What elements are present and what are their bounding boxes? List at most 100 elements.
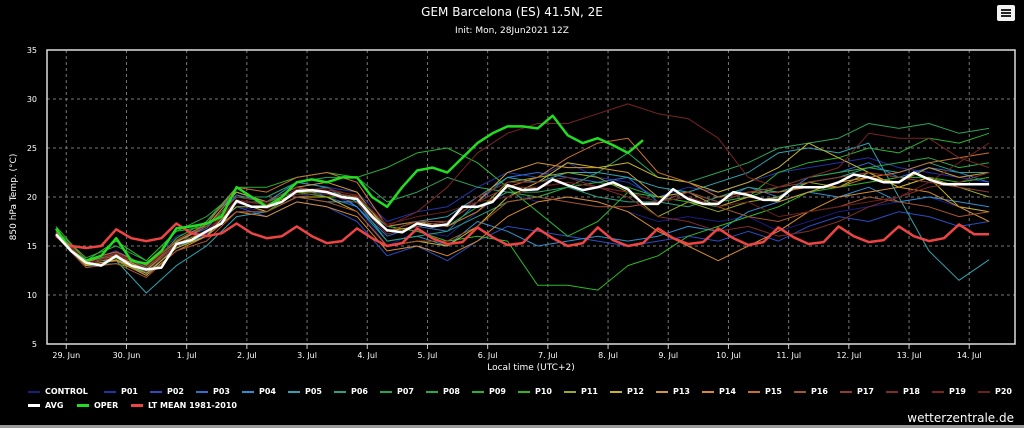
- legend-label: P14: [719, 387, 736, 396]
- legend-swatch: [656, 390, 668, 393]
- legend-item-p07[interactable]: P07: [380, 387, 414, 396]
- legend-item-oper[interactable]: OPER: [77, 401, 118, 410]
- series-line-lt-mean: [55, 222, 990, 250]
- legend-item-avg[interactable]: AVG: [28, 401, 63, 410]
- y-tick-label: 35: [27, 46, 37, 55]
- x-tick-label: 2. Jul: [237, 351, 257, 360]
- series-lines: [54, 103, 990, 294]
- legend-label: P15: [765, 387, 782, 396]
- legend-swatch: [77, 404, 89, 407]
- legend-label: P07: [397, 387, 414, 396]
- y-tick-label: 10: [27, 291, 37, 300]
- legend-label: P08: [443, 387, 460, 396]
- legend-item-p16[interactable]: P16: [794, 387, 828, 396]
- legend-item-p13[interactable]: P13: [656, 387, 690, 396]
- legend-item-lt-mean[interactable]: LT MEAN 1981-2010: [131, 401, 237, 410]
- legend-label: P06: [351, 387, 368, 396]
- legend-item-p15[interactable]: P15: [748, 387, 782, 396]
- legend-label: P10: [535, 387, 552, 396]
- bottom-bar: [0, 425, 1024, 428]
- legend-label: P04: [259, 387, 276, 396]
- legend-item-p14[interactable]: P14: [702, 387, 736, 396]
- legend-label: LT MEAN 1981-2010: [148, 401, 237, 410]
- legend-swatch: [131, 404, 143, 407]
- legend-label: P18: [903, 387, 920, 396]
- legend-swatch: [334, 390, 346, 393]
- legend-item-p08[interactable]: P08: [426, 387, 460, 396]
- legend-item-p04[interactable]: P04: [242, 387, 276, 396]
- legend-swatch: [886, 390, 898, 393]
- ensemble-chart: 5 10 15 20 25 30 35 29. Jun 30. Jun 1. Jul 2. Jul 3…: [9, 46, 1016, 373]
- legend-swatch: [564, 390, 576, 393]
- legend-item-p01[interactable]: P01: [104, 387, 138, 396]
- legend-swatch: [518, 390, 530, 393]
- series-line-p20: [55, 142, 990, 268]
- legend-item-p02[interactable]: P02: [150, 387, 184, 396]
- legend-item-p06[interactable]: P06: [334, 387, 368, 396]
- x-tick-label: 1. Jul: [177, 351, 197, 360]
- hamburger-menu-icon[interactable]: [997, 5, 1015, 21]
- legend-swatch: [104, 390, 116, 393]
- legend-item-p03[interactable]: P03: [196, 387, 230, 396]
- series-line-control: [55, 191, 990, 271]
- legend-swatch: [28, 404, 40, 407]
- x-tick-label: 5. Jul: [418, 351, 438, 360]
- legend-item-p09[interactable]: P09: [472, 387, 506, 396]
- legend-item-p12[interactable]: P12: [610, 387, 644, 396]
- legend-item-p17[interactable]: P17: [840, 387, 874, 396]
- legend-swatch: [150, 390, 162, 393]
- legend-swatch: [196, 390, 208, 393]
- x-tick-label: 10. Jul: [716, 351, 741, 360]
- legend-item-control[interactable]: CONTROL: [28, 387, 88, 396]
- legend-swatch: [794, 390, 806, 393]
- chart-subtitle: Init: Mon, 28Jun2021 12Z: [455, 26, 569, 36]
- legend-label: P12: [627, 387, 644, 396]
- legend-label: P01: [121, 387, 138, 396]
- x-tick-label: 8. Jul: [598, 351, 618, 360]
- legend-swatch: [610, 390, 622, 393]
- legend-swatch: [932, 390, 944, 393]
- chart-title: GEM Barcelona (ES) 41.5N, 2E: [421, 5, 603, 19]
- x-tick-label: 12. Jul: [836, 351, 861, 360]
- legend-label: P13: [673, 387, 690, 396]
- x-tick-label: 7. Jul: [538, 351, 558, 360]
- legend-label: P02: [167, 387, 184, 396]
- series-line-oper: [54, 114, 644, 265]
- legend-swatch: [840, 390, 852, 393]
- legend-swatch: [978, 390, 990, 393]
- y-tick-label: 20: [27, 193, 37, 202]
- legend-label: P16: [811, 387, 828, 396]
- legend-swatch: [28, 390, 40, 393]
- legend-label: OPER: [94, 401, 119, 410]
- x-tick-label: 30. Jun: [113, 351, 141, 360]
- legend-label: P09: [489, 387, 506, 396]
- legend-swatch: [426, 390, 438, 393]
- legend-item-p18[interactable]: P18: [886, 387, 920, 396]
- legend-swatch: [702, 390, 714, 393]
- legend-swatch: [748, 390, 760, 393]
- axes: 5 10 15 20 25 30 35 29. Jun 30. Jun 1. Jul 2. Jul 3…: [27, 46, 1016, 360]
- legend-swatch: [242, 390, 254, 393]
- legend-item-p11[interactable]: P11: [564, 387, 598, 396]
- legend-label: P05: [305, 387, 322, 396]
- x-tick-label: 3. Jul: [297, 351, 317, 360]
- legend-label: CONTROL: [45, 387, 88, 396]
- legend-item-p20[interactable]: P20: [978, 387, 1012, 396]
- legend-item-p05[interactable]: P05: [288, 387, 322, 396]
- legend-label: P17: [857, 387, 874, 396]
- watermark: wetterzentrale.de: [907, 411, 1014, 425]
- legend-item-p19[interactable]: P19: [932, 387, 966, 396]
- legend: CONTROL P01 P02 P03 P04 P05 P06 P07 P08 P09 P10 P11…: [0, 385, 1024, 415]
- x-tick-label: 14. Jul: [957, 351, 982, 360]
- y-tick-label: 25: [27, 144, 37, 153]
- legend-item-p10[interactable]: P10: [518, 387, 552, 396]
- x-tick-label: 29. Jun: [52, 351, 80, 360]
- legend-label: P11: [581, 387, 598, 396]
- plot-frame: [46, 49, 1016, 345]
- y-axis-label: 850 hPa Temp. (°C): [9, 154, 19, 241]
- y-tick-label: 15: [27, 242, 37, 251]
- x-tick-label: 4. Jul: [357, 351, 377, 360]
- legend-label: P03: [213, 387, 230, 396]
- y-tick-label: 5: [32, 340, 37, 349]
- x-tick-label: 11. Jul: [776, 351, 801, 360]
